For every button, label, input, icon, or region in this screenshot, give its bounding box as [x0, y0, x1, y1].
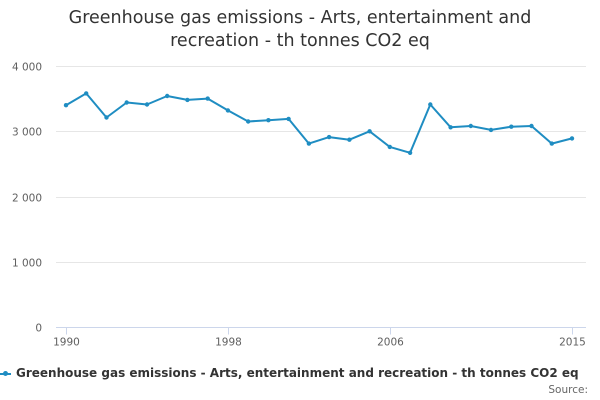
x-axis: [56, 327, 586, 335]
data-point[interactable]: [144, 102, 150, 107]
x-tick-label: 1998: [215, 337, 242, 349]
y-axis-labels: 0 1 000 2 000 3 000 4 000: [12, 62, 42, 335]
x-tick-label: 1990: [53, 337, 80, 349]
data-point[interactable]: [84, 91, 89, 96]
data-point[interactable]: [326, 134, 332, 140]
data-point[interactable]: [407, 150, 413, 155]
data-point[interactable]: [124, 100, 129, 105]
data-point[interactable]: [63, 103, 69, 108]
data-point[interactable]: [448, 125, 453, 130]
y-tick-label: 0: [35, 323, 42, 335]
source-credit[interactable]: Source:: [548, 384, 588, 396]
legend-marker: [3, 371, 8, 376]
data-point[interactable]: [529, 123, 534, 129]
data-point[interactable]: [246, 119, 251, 124]
data-point[interactable]: [225, 108, 231, 113]
data-point[interactable]: [569, 136, 575, 141]
chart-title: Greenhouse gas emissions - Arts, enterta…: [0, 7, 600, 53]
chart-title-line-1: Greenhouse gas emissions - Arts, enterta…: [68, 8, 532, 28]
data-point[interactable]: [185, 97, 190, 103]
x-tick-label: 2015: [559, 337, 586, 349]
x-tick-label: 2006: [377, 337, 404, 349]
data-point[interactable]: [165, 93, 170, 99]
series-layer: [63, 91, 575, 155]
data-point[interactable]: [286, 116, 291, 122]
y-tick-label: 1 000: [12, 258, 42, 270]
data-point[interactable]: [306, 141, 312, 146]
data-point[interactable]: [509, 124, 514, 129]
data-point[interactable]: [104, 115, 109, 120]
y-tick-label: 4 000: [12, 62, 42, 74]
legend-label: Greenhouse gas emissions - Arts, enterta…: [16, 366, 579, 380]
series-line: [65, 92, 573, 154]
data-point[interactable]: [488, 127, 494, 133]
y-tick-label: 3 000: [12, 127, 42, 139]
grid-lines: [56, 66, 586, 263]
y-tick-label: 2 000: [12, 193, 42, 205]
data-point[interactable]: [205, 96, 210, 101]
data-point[interactable]: [347, 137, 352, 142]
data-point[interactable]: [367, 129, 372, 134]
data-point[interactable]: [468, 123, 473, 129]
x-axis-labels: 1990 1998 2006 2015: [53, 337, 586, 349]
data-point[interactable]: [387, 144, 392, 150]
data-point[interactable]: [266, 118, 271, 123]
data-point[interactable]: [549, 141, 554, 146]
chart-title-line-2: recreation - th tonnes CO2 eq: [170, 31, 430, 51]
data-point[interactable]: [428, 102, 433, 107]
